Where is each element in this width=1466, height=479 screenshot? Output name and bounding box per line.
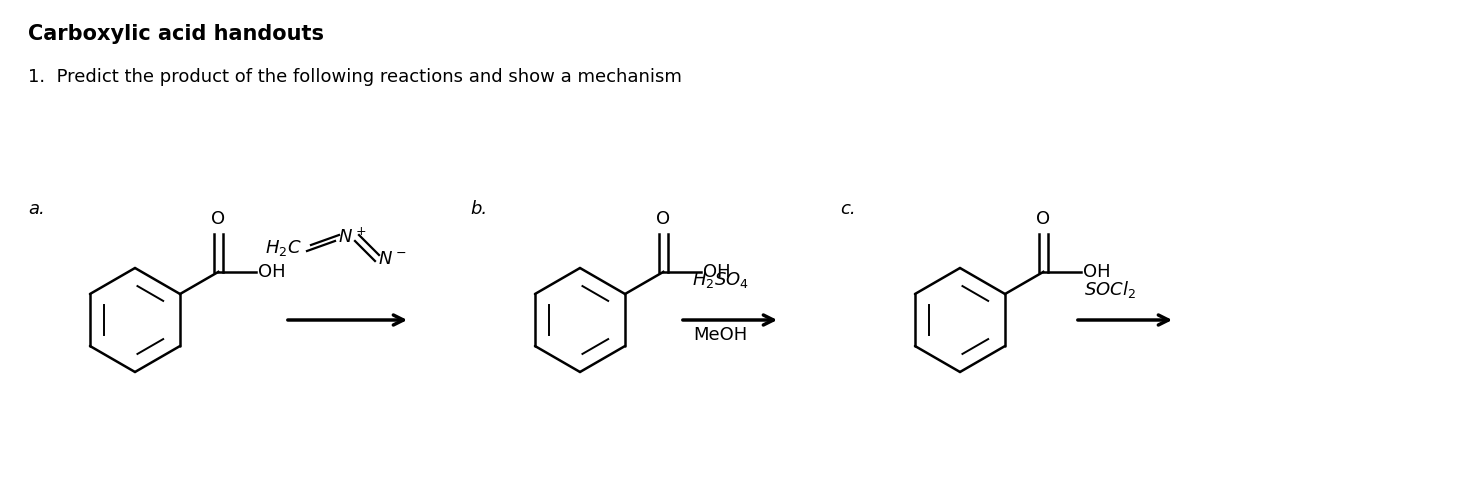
Text: Carboxylic acid handouts: Carboxylic acid handouts — [28, 24, 324, 44]
Text: c.: c. — [840, 200, 856, 218]
Text: $N^+$: $N^+$ — [339, 228, 366, 247]
Text: MeOH: MeOH — [693, 326, 748, 344]
Text: 1.  Predict the product of the following reactions and show a mechanism: 1. Predict the product of the following … — [28, 68, 682, 86]
Text: O: O — [211, 210, 226, 228]
Text: $H_2C$: $H_2C$ — [265, 238, 302, 258]
Text: OH: OH — [1083, 263, 1110, 281]
Text: OH: OH — [258, 263, 286, 281]
Text: b.: b. — [471, 200, 487, 218]
Text: OH: OH — [702, 263, 730, 281]
Text: $N^-$: $N^-$ — [378, 250, 406, 268]
Text: $H_2SO_4$: $H_2SO_4$ — [692, 270, 749, 290]
Text: a.: a. — [28, 200, 45, 218]
Text: $SOCl_2$: $SOCl_2$ — [1083, 280, 1136, 300]
Text: O: O — [1036, 210, 1050, 228]
Text: O: O — [657, 210, 670, 228]
